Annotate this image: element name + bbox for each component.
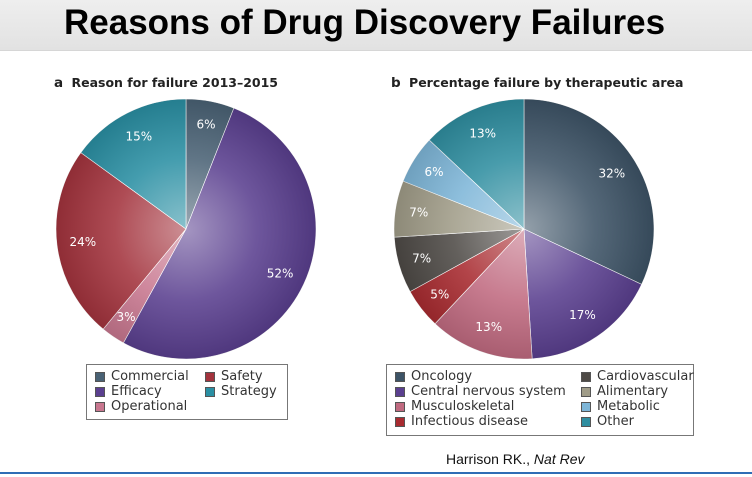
legend-label-musculoskeletal: Musculoskeletal bbox=[411, 399, 515, 414]
legend-item-commercial: Commercial bbox=[95, 370, 189, 384]
pie-chart-therapeutic-area: 32% 17% 13% 5% 7% 7% 6% 13% bbox=[393, 98, 655, 360]
legend-swatch-cardiovascular bbox=[581, 372, 591, 382]
legend-swatch-efficacy bbox=[95, 387, 105, 397]
legend-label-other: Other bbox=[597, 414, 634, 429]
pie-label-safety: 24% bbox=[69, 235, 96, 249]
panel-a-title-text: Reason for failure 2013–2015 bbox=[71, 75, 279, 90]
slide-title: Reasons of Drug Discovery Failures bbox=[64, 3, 666, 42]
legend-swatch-alimentary bbox=[581, 387, 591, 397]
legend-label-oncology: Oncology bbox=[411, 369, 473, 384]
citation-journal: Nat Rev bbox=[533, 451, 585, 467]
legend-swatch-oncology bbox=[395, 372, 405, 382]
citation: Harrison RK., Nat Rev bbox=[446, 451, 585, 467]
legend-item-metabolic: Metabolic bbox=[581, 400, 660, 414]
pie-label-commercial: 6% bbox=[196, 117, 215, 131]
pie-label-metabolic: 6% bbox=[424, 165, 443, 179]
pie-label-other: 13% bbox=[469, 127, 496, 141]
legend-label-cns: Central nervous system bbox=[411, 384, 566, 399]
citation-author: Harrison RK., bbox=[446, 451, 531, 467]
legend-item-infectious: Infectious disease bbox=[395, 415, 528, 429]
legend-item-cns: Central nervous system bbox=[395, 385, 566, 399]
pie-label-strategy: 15% bbox=[125, 129, 152, 143]
legend-item-operational: Operational bbox=[95, 400, 187, 414]
legend-label-efficacy: Efficacy bbox=[111, 384, 162, 399]
pie-label-cardiovascular: 7% bbox=[412, 252, 431, 266]
pie-label-oncology: 32% bbox=[598, 166, 625, 180]
legend-item-efficacy: Efficacy bbox=[95, 385, 162, 399]
legend-therapeutic-area: Oncology Central nervous system Musculos… bbox=[386, 364, 694, 436]
pie-label-efficacy: 52% bbox=[267, 266, 294, 280]
pie-label-musculoskeletal: 13% bbox=[475, 320, 502, 334]
legend-item-alimentary: Alimentary bbox=[581, 385, 668, 399]
pie-label-central-nervous-system: 17% bbox=[569, 308, 596, 322]
legend-label-commercial: Commercial bbox=[111, 369, 189, 384]
legend-swatch-other bbox=[581, 417, 591, 427]
panel-b-title-text: Percentage failure by therapeutic area bbox=[409, 75, 684, 90]
legend-label-metabolic: Metabolic bbox=[597, 399, 660, 414]
legend-item-oncology: Oncology bbox=[395, 370, 472, 384]
pie-label-alimentary: 7% bbox=[409, 205, 428, 219]
bottom-divider bbox=[0, 472, 752, 474]
legend-item-other: Other bbox=[581, 415, 634, 429]
legend-label-alimentary: Alimentary bbox=[597, 384, 669, 399]
slide-title-bar: Reasons of Drug Discovery Failures bbox=[0, 0, 752, 51]
panel-a-letter: a bbox=[54, 75, 64, 91]
panel-b-title: b Percentage failure by therapeutic area bbox=[391, 75, 683, 91]
legend-swatch-operational bbox=[95, 402, 105, 412]
legend-item-cardiovascular: Cardiovascular bbox=[581, 370, 694, 384]
legend-swatch-cns bbox=[395, 387, 405, 397]
legend-swatch-musculoskeletal bbox=[395, 402, 405, 412]
legend-swatch-infectious bbox=[395, 417, 405, 427]
legend-swatch-safety bbox=[205, 372, 215, 382]
pie-label-operational: 3% bbox=[117, 310, 136, 324]
legend-label-operational: Operational bbox=[111, 399, 188, 414]
legend-label-cardiovascular: Cardiovascular bbox=[597, 369, 694, 384]
pie-chart-failure-reasons: 6% 52% 3% 24% 15% bbox=[55, 98, 317, 360]
panel-a-title: a Reason for failure 2013–2015 bbox=[54, 75, 278, 91]
legend-swatch-metabolic bbox=[581, 402, 591, 412]
legend-item-musculoskeletal: Musculoskeletal bbox=[395, 400, 514, 414]
legend-label-safety: Safety bbox=[221, 369, 263, 384]
legend-label-infectious: Infectious disease bbox=[411, 414, 528, 429]
legend-item-safety: Safety bbox=[205, 370, 263, 384]
legend-label-strategy: Strategy bbox=[221, 384, 277, 399]
legend-swatch-commercial bbox=[95, 372, 105, 382]
legend-failure-reasons: Commercial Efficacy Operational Safety S… bbox=[86, 364, 288, 420]
panel-b-letter: b bbox=[391, 75, 401, 91]
pie-label-infectious-disease: 5% bbox=[430, 287, 449, 301]
legend-swatch-strategy bbox=[205, 387, 215, 397]
legend-item-strategy: Strategy bbox=[205, 385, 277, 399]
